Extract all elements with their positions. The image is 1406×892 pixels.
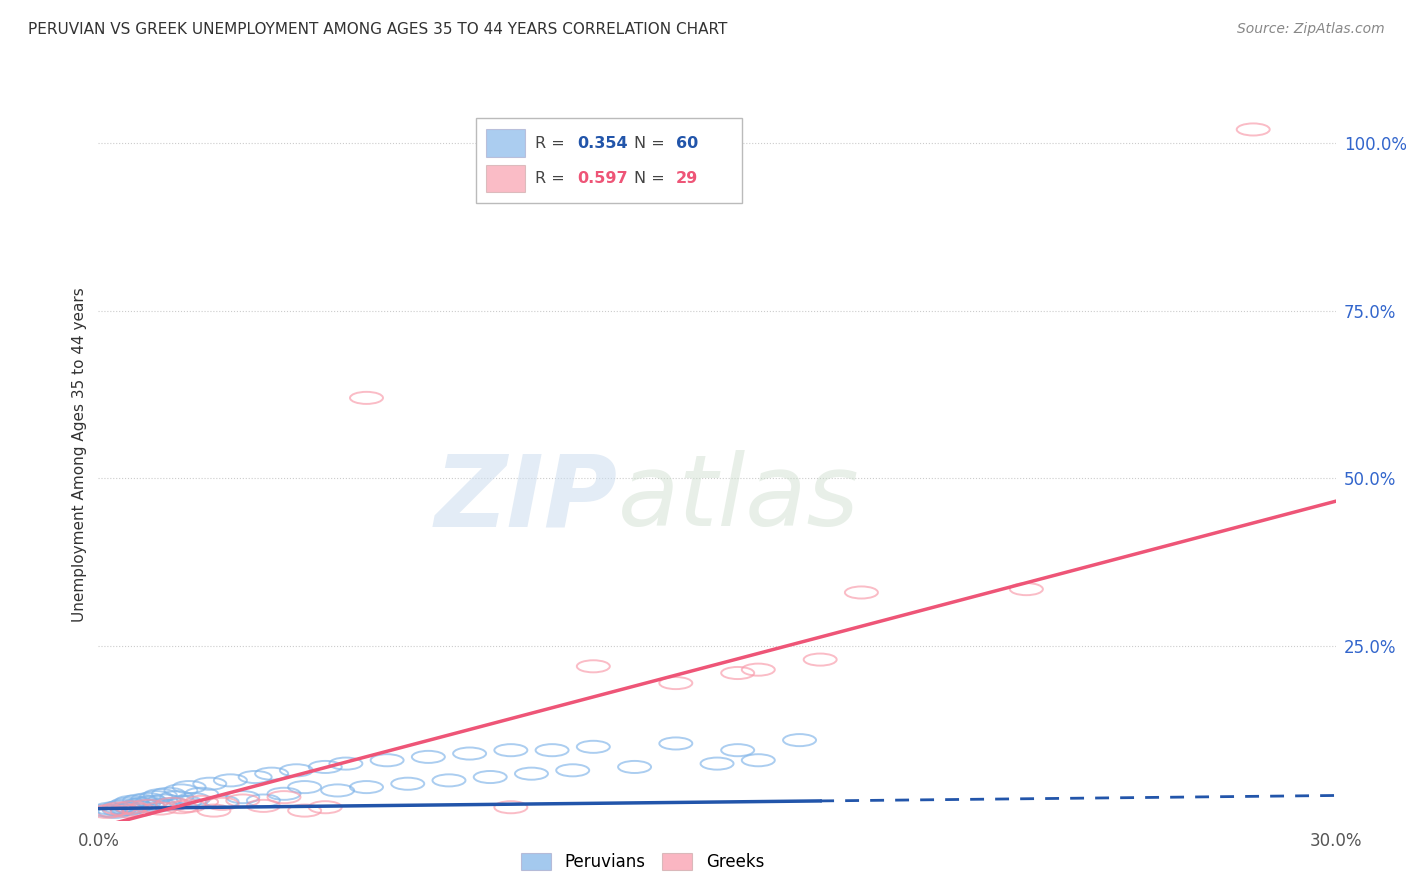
FancyBboxPatch shape (485, 164, 526, 193)
Text: 0.354: 0.354 (578, 136, 628, 151)
Text: N =: N = (634, 171, 671, 186)
FancyBboxPatch shape (485, 129, 526, 157)
Y-axis label: Unemployment Among Ages 35 to 44 years: Unemployment Among Ages 35 to 44 years (72, 287, 87, 623)
FancyBboxPatch shape (475, 119, 742, 202)
Text: 29: 29 (676, 171, 699, 186)
Legend: Peruvians, Greeks: Peruvians, Greeks (515, 847, 770, 878)
Text: Source: ZipAtlas.com: Source: ZipAtlas.com (1237, 22, 1385, 37)
Text: R =: R = (536, 171, 569, 186)
Text: R =: R = (536, 136, 569, 151)
Text: 0.597: 0.597 (578, 171, 628, 186)
Text: 60: 60 (676, 136, 699, 151)
Text: PERUVIAN VS GREEK UNEMPLOYMENT AMONG AGES 35 TO 44 YEARS CORRELATION CHART: PERUVIAN VS GREEK UNEMPLOYMENT AMONG AGE… (28, 22, 727, 37)
Text: ZIP: ZIP (434, 450, 619, 548)
Text: N =: N = (634, 136, 671, 151)
Text: atlas: atlas (619, 450, 859, 548)
